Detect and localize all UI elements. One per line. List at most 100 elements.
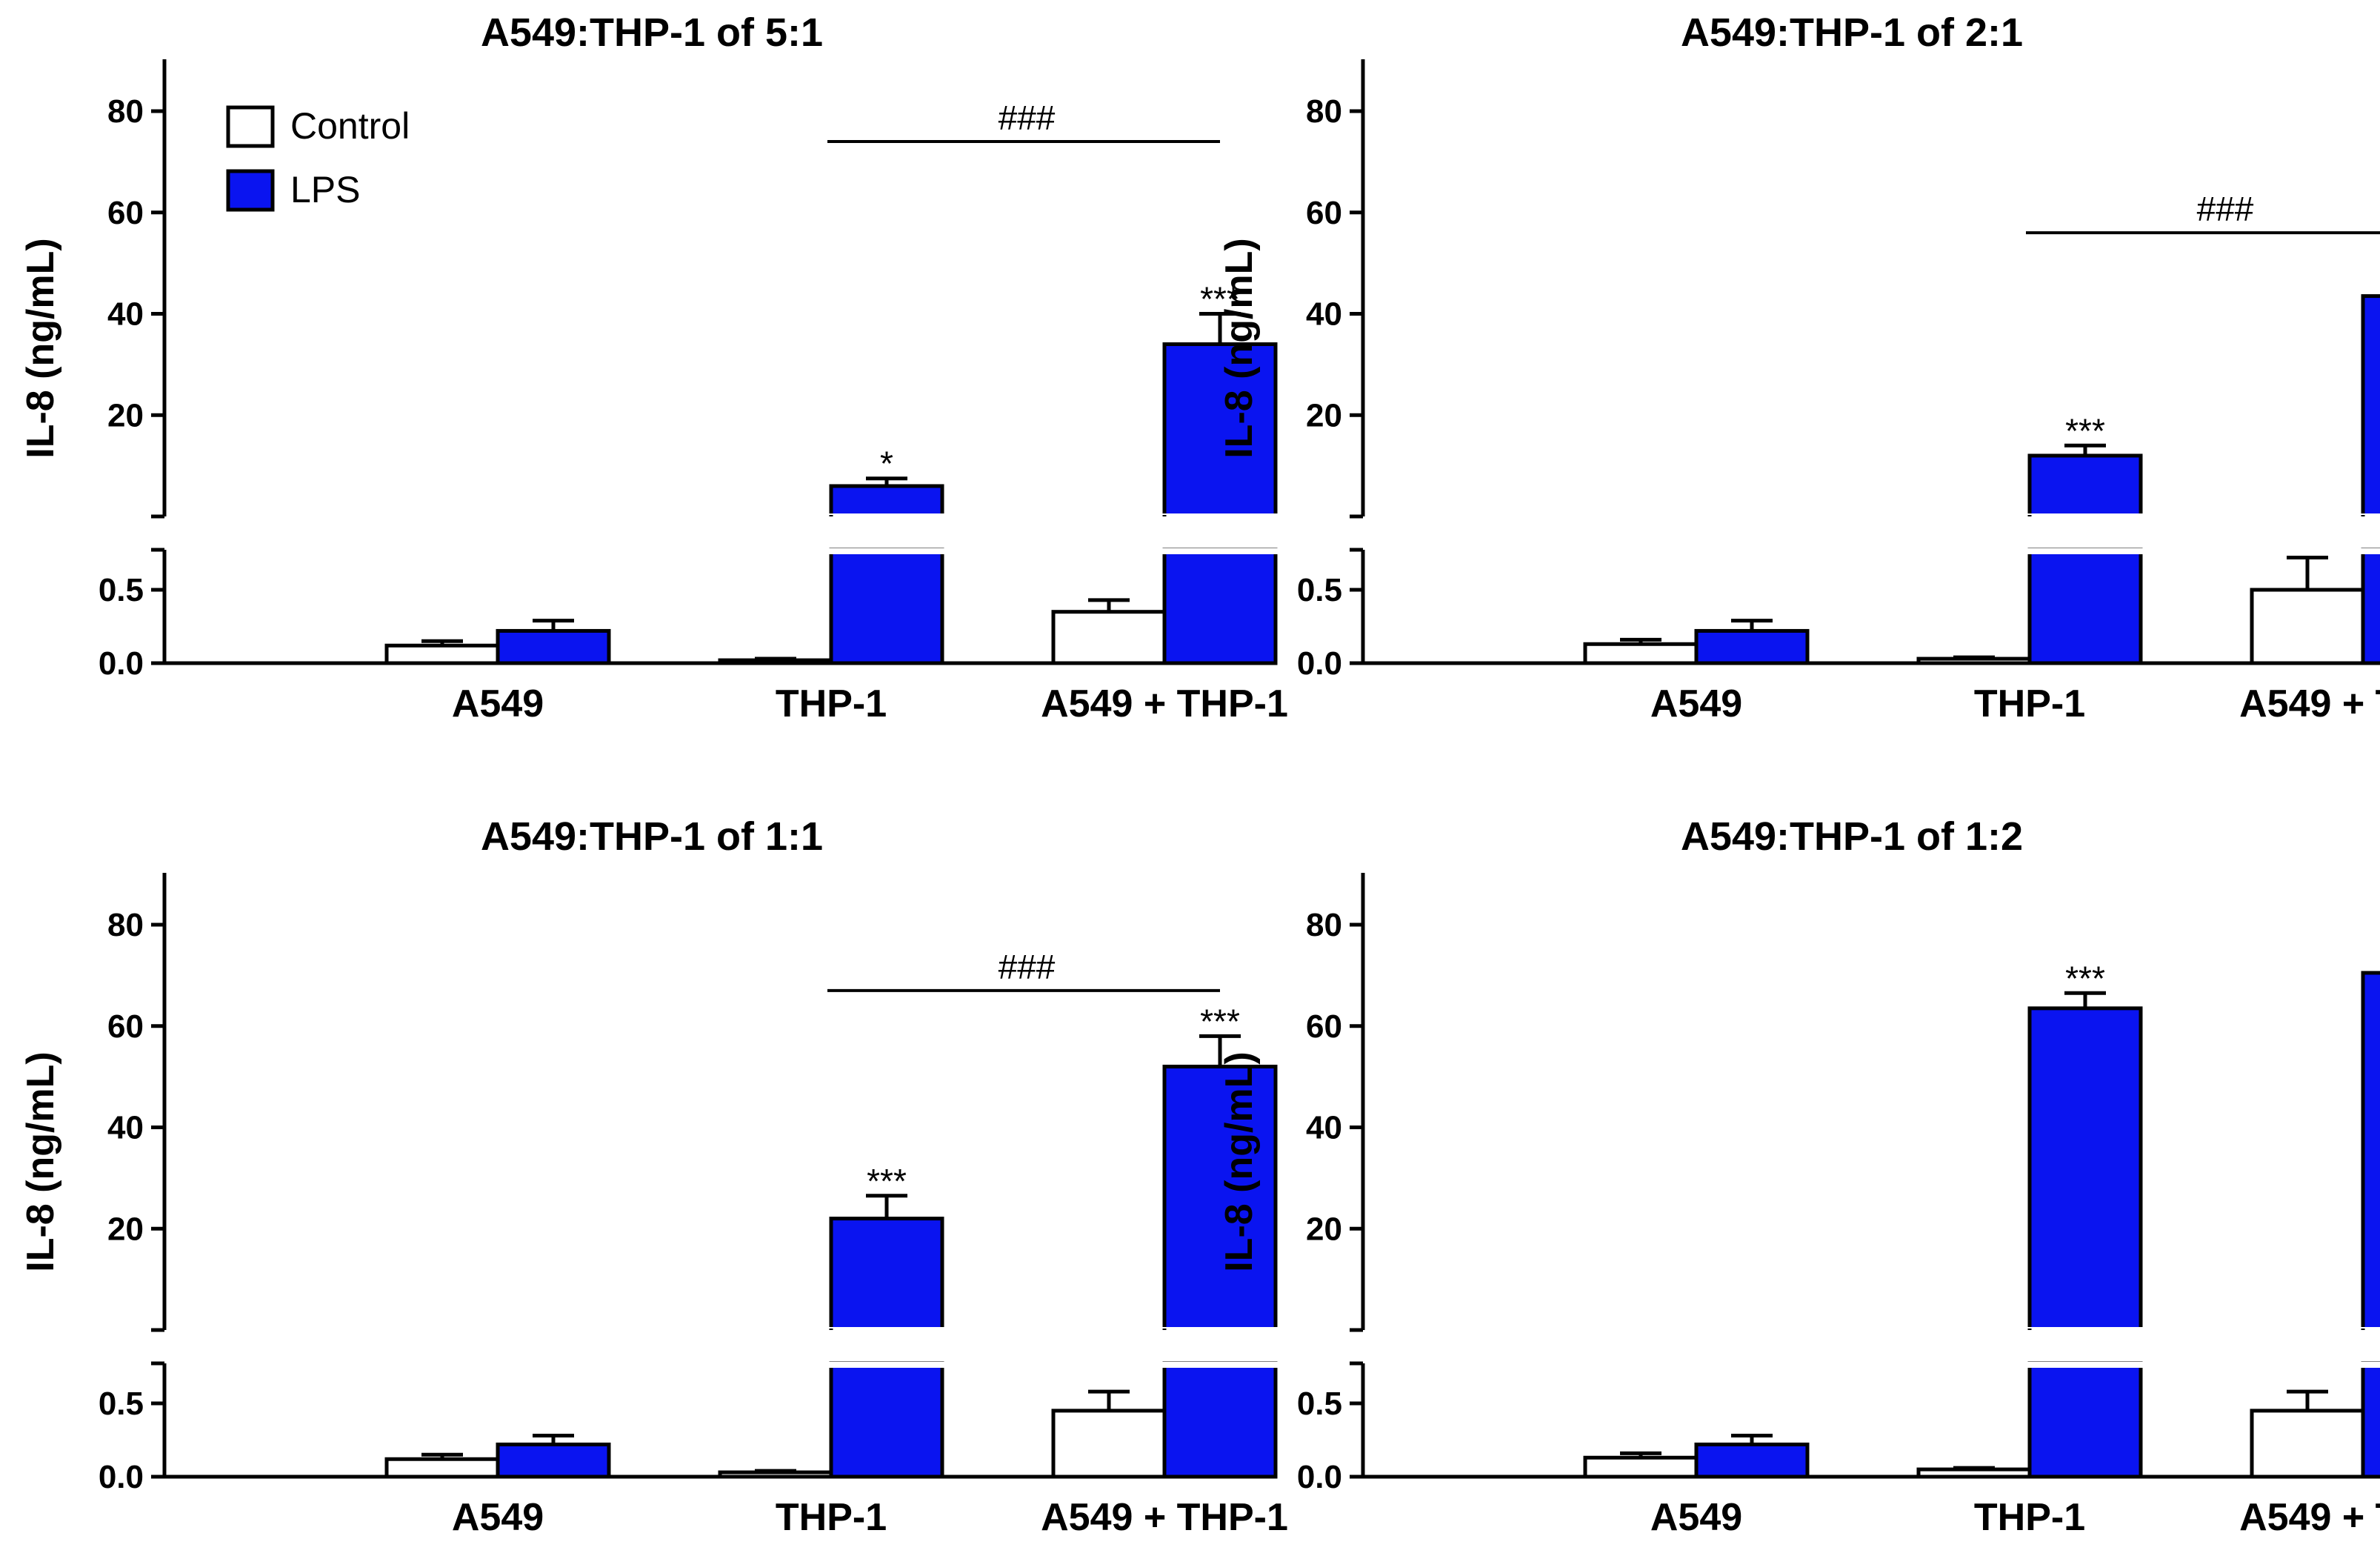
bar-group-lps-2 [828,476,945,665]
bar-break-gap [2027,513,2144,521]
y-tick-label: 0.5 [1297,1386,1342,1422]
bar-control [718,1470,833,1479]
bar-break-gap [2027,1362,2144,1368]
bar-control [1583,642,1699,665]
bar-lps [1694,1442,1810,1479]
axes [151,59,1169,665]
bar-group-control-3 [2250,555,2365,665]
x-category-label: A549 [452,682,544,725]
y-tick-label: 40 [1306,1110,1342,1146]
bar-lps [1694,628,1810,665]
significance-marker: *** [2065,959,2105,997]
significance-marker: *** [1200,280,1240,319]
bar-lower-part [2027,548,2143,665]
chart-panel-3: A549:THP-1 of 1:1 IL-8 (ng/mL) 20 40 60 80 0.0… [19,814,1288,1539]
legend-label-control: Control [290,105,410,147]
chart-panel-1: A549:THP-1 of 5:1 IL-8 (ng/mL) 20 40 60 80 0.0… [19,10,1288,725]
x-category-label: THP-1 [1974,1496,2085,1539]
x-category-label: A549 [452,1496,544,1539]
y-tick-label: 20 [1306,397,1342,433]
bar-group-control-2 [1916,1466,2032,1479]
axes [1350,59,2363,665]
bar-break-gap [2360,548,2380,554]
legend-swatch-control [226,105,275,148]
y-tick-label: 60 [107,1008,144,1045]
bar-group-control-2 [718,656,833,665]
y-tick-label: 40 [107,296,144,333]
bar-break-gap [828,513,945,521]
y-tick-label: 0.0 [1297,645,1342,682]
y-tick-label: 40 [107,1110,144,1146]
bar-break-gap [828,548,945,554]
bar-group-control-1 [1583,1451,1699,1479]
x-category-label: THP-1 [776,1496,887,1539]
bar-control [1051,610,1167,665]
y-tick-label: 0.5 [1297,572,1342,608]
bar-break-gap [828,1327,945,1334]
y-tick-label: 0.5 [99,1386,144,1422]
bar-group-control-3 [1051,1389,1167,1479]
x-category-label: A549 + THP-1 [2239,682,2380,725]
bar-group-control-1 [384,639,500,665]
y-tick-label: 60 [1306,195,1342,231]
legend-label-lps: LPS [290,169,361,210]
significance-marker: *** [1200,1002,1240,1040]
bar-lower-part [829,1361,944,1479]
y-tick-label: 40 [1306,296,1342,333]
chart-title: A549:THP-1 of 2:1 [1681,10,2023,55]
bar-control [718,658,833,665]
bar-group-lps-2 [2027,991,2144,1479]
y-tick-label: 80 [107,907,144,943]
bar-group-lps-2 [828,1194,945,1479]
chart-panel-2: A549:THP-1 of 2:1 IL-8 (ng/mL) 20 40 60 80 0.0… [1218,10,2380,725]
x-category-label: A549 + THP-1 [1041,1496,1288,1539]
x-category-label: THP-1 [1974,682,2085,725]
comparison-label: ### [2197,190,2254,228]
y-tick-label: 80 [1306,93,1342,130]
bar-break-gap [828,1362,945,1368]
bar-lower-part [2027,1361,2143,1479]
bar-lower-part [1162,1361,1278,1479]
bar-group-lps-3 [1161,312,1279,665]
y-axis-label: IL-8 (ng/mL) [19,1051,62,1272]
y-tick-label: 60 [1306,1008,1342,1045]
y-tick-label: 80 [1306,907,1342,943]
bar-lower-part [829,548,944,665]
y-tick-label: 0.0 [99,645,144,682]
bar-upper-part [2027,453,2143,519]
bar-control [2250,588,2365,665]
axes [1350,873,2363,1479]
x-category-label: A549 [1650,682,1742,725]
y-tick-label: 20 [1306,1211,1342,1247]
bar-group-control-3 [1051,598,1167,665]
bar-lower-part [2361,548,2380,665]
bar-group-lps-1 [496,619,611,665]
bar-group-lps-3 [2360,971,2380,1479]
bar-upper-part [2361,971,2380,1332]
significance-marker: *** [867,1162,907,1200]
x-category-label: THP-1 [776,682,887,725]
chart-title: A549:THP-1 of 5:1 [481,10,823,55]
bar-upper-part [2027,1006,2143,1332]
bar-group-control-3 [2250,1389,2365,1479]
bar-break-gap [1161,513,1279,521]
y-axis-label: IL-8 (ng/mL) [19,238,62,459]
y-tick-label: 60 [107,195,144,231]
bar-control [1051,1409,1167,1479]
bar-break-gap [1161,1327,1279,1334]
bar-lower-part [2361,1361,2380,1479]
chart-panel-4: A549:THP-1 of 1:2 IL-8 (ng/mL) 20 40 60 80 0.0… [1218,814,2380,1539]
bar-control [384,643,500,665]
bar-upper-part [829,484,944,519]
bar-break-gap [1161,548,1279,554]
x-category-label: A549 [1650,1496,1742,1539]
comparison-label: ### [999,948,1056,986]
y-tick-label: 20 [107,397,144,433]
y-tick-label: 0.5 [99,572,144,608]
y-axis-label: IL-8 (ng/mL) [1218,238,1261,459]
bar-break-gap [1161,1362,1279,1368]
bar-group-lps-1 [496,1434,611,1479]
x-category-label: A549 + THP-1 [2239,1496,2380,1539]
significance-marker: *** [2065,411,2105,450]
